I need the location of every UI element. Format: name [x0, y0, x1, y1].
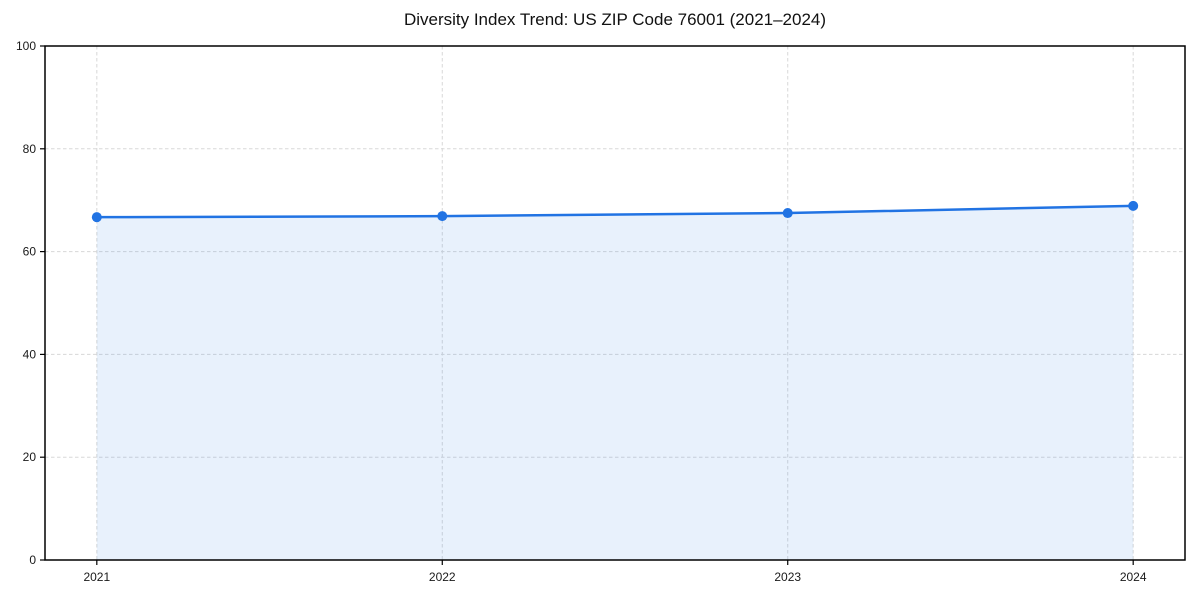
y-tick-label: 60	[23, 245, 37, 259]
data-point-marker	[437, 211, 448, 222]
x-tick-label: 2024	[1120, 570, 1147, 584]
y-tick-label: 100	[16, 39, 36, 53]
axes-spines	[44, 45, 1186, 561]
data-point-marker	[1128, 200, 1139, 211]
area-fill	[96, 205, 1134, 560]
trend-line	[95, 204, 1135, 219]
y-tick-label: 40	[23, 347, 37, 361]
x-tick-label: 2023	[774, 570, 801, 584]
chart-title: Diversity Index Trend: US ZIP Code 76001…	[403, 10, 827, 29]
y-tick-label: 80	[23, 142, 37, 156]
data-point-marker	[91, 212, 102, 223]
x-tick-label: 2022	[429, 570, 456, 584]
y-tick-label: 0	[29, 553, 36, 567]
y-tick-label: 20	[23, 450, 37, 464]
x-tick-label: 2021	[83, 570, 110, 584]
data-point-marker	[782, 208, 793, 219]
